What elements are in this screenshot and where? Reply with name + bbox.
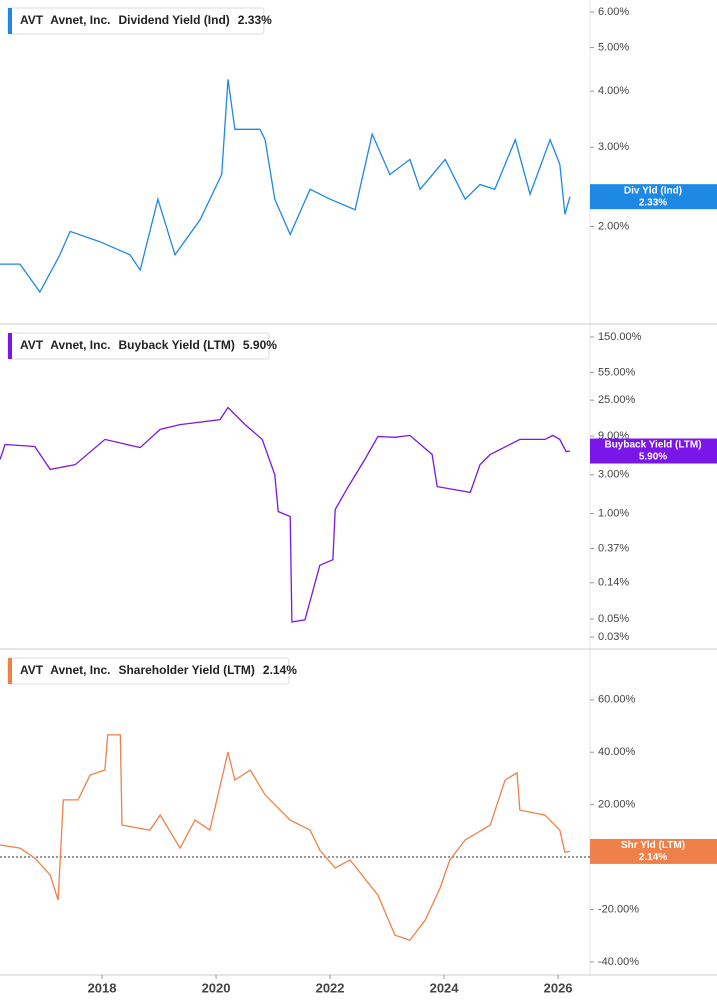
legend-part: Shareholder Yield (LTM) bbox=[118, 663, 254, 677]
legend-part: Avnet, Inc. bbox=[50, 663, 110, 677]
legend-part: AVT bbox=[20, 663, 44, 677]
series-line bbox=[0, 406, 571, 623]
legend-swatch bbox=[8, 658, 12, 684]
legend-text: AVT Avnet, Inc. Dividend Yield (Ind) 2.33% bbox=[20, 13, 272, 27]
x-tick-label: 2020 bbox=[202, 980, 231, 995]
badge-value: 2.14% bbox=[639, 852, 667, 863]
y-tick-label: 5.00% bbox=[598, 41, 629, 53]
legend-text: AVT Avnet, Inc. Buyback Yield (LTM) 5.90% bbox=[20, 338, 277, 352]
y-tick-label: 1.00% bbox=[598, 507, 629, 519]
badge-name: Buyback Yield (LTM) bbox=[604, 440, 701, 451]
legend-header: AVT Avnet, Inc. Buyback Yield (LTM) 5.90% bbox=[7, 332, 277, 360]
x-tick-label: 2024 bbox=[430, 980, 460, 995]
legend-part: Dividend Yield (Ind) bbox=[118, 13, 229, 27]
y-tick-label: 0.05% bbox=[598, 613, 629, 625]
y-tick-label: -40.00% bbox=[598, 956, 639, 968]
legend-part: AVT bbox=[20, 338, 44, 352]
legend-part: 2.14% bbox=[263, 663, 297, 677]
y-tick-label: 0.14% bbox=[598, 577, 629, 589]
legend-part: Avnet, Inc. bbox=[50, 13, 110, 27]
series-line bbox=[0, 734, 571, 941]
legend-part: Avnet, Inc. bbox=[50, 338, 110, 352]
y-tick-label: 3.00% bbox=[598, 141, 629, 153]
y-tick-label: 60.00% bbox=[598, 694, 636, 706]
y-tick-label: 6.00% bbox=[598, 6, 629, 18]
legend-part: Buyback Yield (LTM) bbox=[118, 338, 234, 352]
y-tick-label: 150.00% bbox=[598, 331, 642, 343]
y-tick-label: 25.00% bbox=[598, 394, 636, 406]
legend-part: AVT bbox=[20, 13, 44, 27]
legend-header: AVT Avnet, Inc. Dividend Yield (Ind) 2.33% bbox=[7, 7, 272, 35]
y-tick-label: 40.00% bbox=[598, 746, 636, 758]
y-tick-label: 3.00% bbox=[598, 469, 629, 481]
legend-text: AVT Avnet, Inc. Shareholder Yield (LTM) 2.1… bbox=[20, 663, 297, 677]
badge-name: Shr Yld (LTM) bbox=[621, 840, 685, 851]
y-tick-label: 55.00% bbox=[598, 366, 636, 378]
x-tick-label: 2022 bbox=[316, 980, 345, 995]
x-tick-label: 2018 bbox=[88, 980, 117, 995]
y-tick-label: 0.03% bbox=[598, 631, 629, 643]
badge-value: 5.90% bbox=[639, 452, 667, 463]
badge-name: Div Yld (Ind) bbox=[624, 185, 682, 196]
legend-swatch bbox=[8, 333, 12, 359]
legend-swatch bbox=[8, 8, 12, 34]
value-badge bbox=[590, 184, 717, 210]
y-tick-label: 0.37% bbox=[598, 542, 629, 554]
x-tick-label: 2026 bbox=[544, 980, 573, 995]
y-tick-label: -20.00% bbox=[598, 903, 639, 915]
badge-value: 2.33% bbox=[639, 197, 667, 208]
y-tick-label: 4.00% bbox=[598, 85, 629, 97]
value-badge bbox=[590, 838, 717, 864]
value-badge bbox=[590, 438, 717, 464]
legend-part: 2.33% bbox=[238, 13, 272, 27]
legend-part: 5.90% bbox=[243, 338, 277, 352]
y-tick-label: 2.00% bbox=[598, 220, 629, 232]
series-line bbox=[0, 79, 571, 294]
y-tick-label: 20.00% bbox=[598, 799, 636, 811]
legend-header: AVT Avnet, Inc. Shareholder Yield (LTM) 2.1… bbox=[7, 657, 297, 685]
